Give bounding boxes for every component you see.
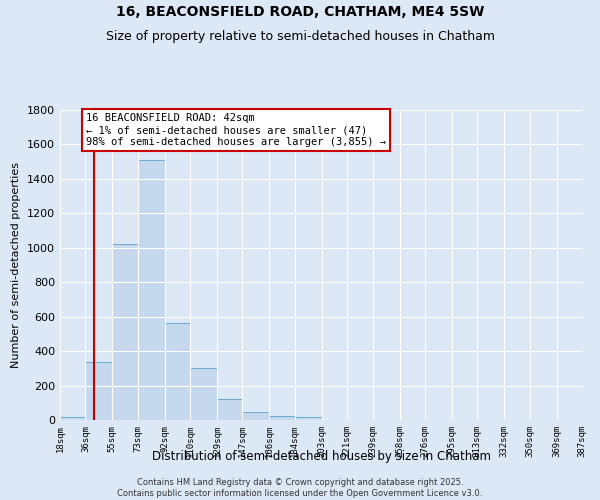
Text: 16 BEACONSFIELD ROAD: 42sqm
← 1% of semi-detached houses are smaller (47)
98% of: 16 BEACONSFIELD ROAD: 42sqm ← 1% of semi…	[86, 114, 386, 146]
Bar	[269, 416, 295, 420]
Bar	[112, 244, 138, 420]
Bar	[138, 160, 164, 420]
Bar	[164, 322, 190, 420]
Bar	[190, 368, 217, 420]
Text: Distribution of semi-detached houses by size in Chatham: Distribution of semi-detached houses by …	[151, 450, 491, 463]
Bar	[217, 400, 242, 420]
Bar	[85, 362, 112, 420]
Bar	[295, 418, 322, 420]
Text: Contains HM Land Registry data © Crown copyright and database right 2025.
Contai: Contains HM Land Registry data © Crown c…	[118, 478, 482, 498]
Text: Size of property relative to semi-detached houses in Chatham: Size of property relative to semi-detach…	[106, 30, 494, 43]
Y-axis label: Number of semi-detached properties: Number of semi-detached properties	[11, 162, 22, 368]
Bar	[60, 418, 85, 420]
Text: 16, BEACONSFIELD ROAD, CHATHAM, ME4 5SW: 16, BEACONSFIELD ROAD, CHATHAM, ME4 5SW	[116, 5, 484, 19]
Bar	[242, 412, 269, 420]
